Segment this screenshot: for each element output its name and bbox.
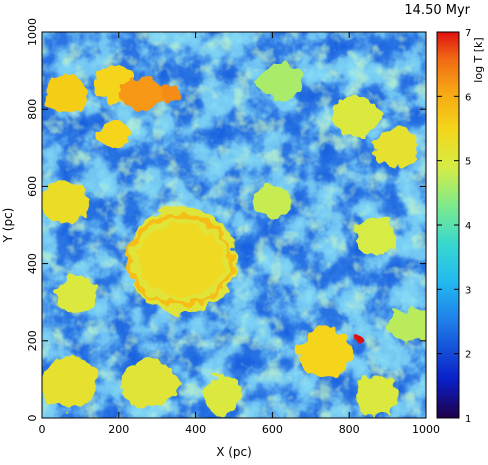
heatmap-area (42, 32, 426, 418)
region-top-hot-spot (161, 84, 181, 104)
x-tick-label: 1000 (412, 423, 440, 436)
region-bottom-centre-patch (120, 360, 179, 406)
y-tick-label: 200 (26, 330, 39, 351)
region-top-left-patch (45, 74, 89, 113)
region-top-centre-hot-patch (119, 76, 165, 112)
colorbar-tick-label: 3 (465, 285, 471, 296)
region-left-mid-patch (42, 180, 90, 223)
region-bottom-centre-right (203, 375, 242, 415)
colorbar-tick-label: 1 (465, 414, 471, 425)
region-far-right-patch (388, 308, 426, 343)
x-tick-label: 800 (339, 423, 360, 436)
colorbar-tick-label: 5 (465, 157, 471, 168)
x-tick-label: 0 (39, 423, 46, 436)
region-central-hot-bubble-core (136, 223, 224, 297)
y-tick-label: 600 (26, 176, 39, 197)
y-tick-label: 800 (26, 99, 39, 120)
colorbar-tick-label: 4 (465, 221, 471, 232)
region-bubble-rim (127, 213, 234, 306)
y-tick-label: 0 (26, 415, 39, 422)
x-tick-label: 200 (108, 423, 129, 436)
region-upper-centre-right (257, 63, 303, 102)
region-bottom-left-patch (42, 356, 98, 411)
colorbar-tick-label: 7 (465, 28, 471, 39)
y-axis-label: Y (pc) (1, 208, 15, 244)
y-tick-label: 400 (26, 253, 39, 274)
plot-frame (41, 31, 427, 419)
x-axis: 0 200 400 600 800 1000 (39, 32, 440, 436)
region-hot-spot (354, 334, 364, 344)
x-axis-label: X (pc) (216, 445, 252, 459)
colorbar-axis: 1 2 3 4 5 6 7 (437, 28, 471, 425)
region-centre-right-patch (252, 184, 293, 220)
y-axis: 0 200 400 600 800 1000 (26, 18, 426, 422)
region-bottom-right-patch (354, 373, 398, 416)
colorbar-tick-label: 2 (465, 350, 471, 361)
region-right-patch (354, 217, 398, 256)
region-right-mid-patch (373, 128, 418, 167)
colorbar-label: log T [k] (472, 37, 485, 82)
region-top-centre-left (98, 120, 132, 149)
x-tick-label: 400 (185, 423, 206, 436)
colorbar-tick-label: 6 (465, 92, 471, 103)
region-left-lower-patch (55, 275, 98, 314)
region-lower-right-bubble (299, 327, 354, 378)
x-tick-label: 600 (262, 423, 283, 436)
chart-title: 14.50 Myr (404, 3, 470, 18)
region-right-top-patch (331, 96, 382, 138)
y-tick-label: 1000 (26, 18, 39, 46)
